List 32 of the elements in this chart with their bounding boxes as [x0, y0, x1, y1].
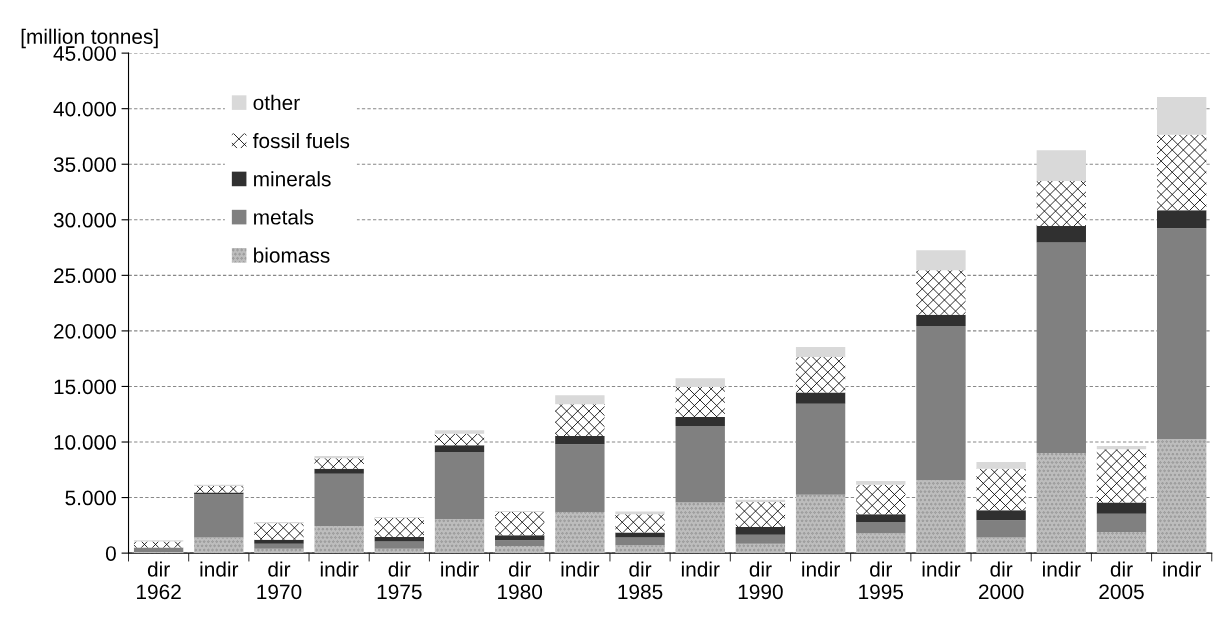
y-tick-label: 5.000 [65, 490, 116, 506]
y-tick-label: 40.000 [53, 101, 116, 117]
y-tick-label: 35.000 [53, 157, 116, 172]
x-tick-label: indir [922, 561, 961, 577]
x-tick-label: dir 1962 [137, 561, 181, 600]
x-tick-label: indir [1163, 561, 1202, 577]
x-tick-label: indir [320, 561, 359, 577]
x-tick-label: dir 1990 [738, 561, 783, 600]
y-tick-label: 30.000 [53, 212, 116, 228]
x-tick-label: dir 1985 [618, 561, 663, 600]
legend-label: fossil fuels [252, 132, 350, 149]
x-tick-label: dir 1980 [498, 561, 543, 600]
y-tick-label: 10.000 [54, 435, 116, 450]
x-tick-label: indir [441, 561, 479, 577]
y-tick-label: 0 [105, 546, 116, 561]
y-tick-label: 15.000 [54, 379, 116, 395]
x-tick-label: dir 2005 [1099, 561, 1144, 600]
x-tick-label: dir 1970 [257, 561, 302, 600]
legend-label: minerals [254, 171, 331, 187]
x-tick-label: dir 2000 [979, 561, 1024, 600]
x-tick-label: dir 1975 [377, 561, 422, 600]
x-tick-label: indir [681, 561, 720, 577]
y-tick-label: 25.000 [54, 268, 116, 284]
x-tick-label: indir [1043, 561, 1081, 577]
legend-label: biomass [254, 247, 330, 263]
x-tick-label: indir [802, 561, 840, 577]
x-tick-label: indir [200, 561, 239, 577]
x-tick-label: indir [561, 561, 600, 577]
legend-label: other [253, 94, 300, 111]
legend-label: metals [254, 209, 314, 225]
y-tick-label: 20.000 [54, 323, 116, 339]
x-tick-label: dir 1995 [859, 561, 904, 600]
